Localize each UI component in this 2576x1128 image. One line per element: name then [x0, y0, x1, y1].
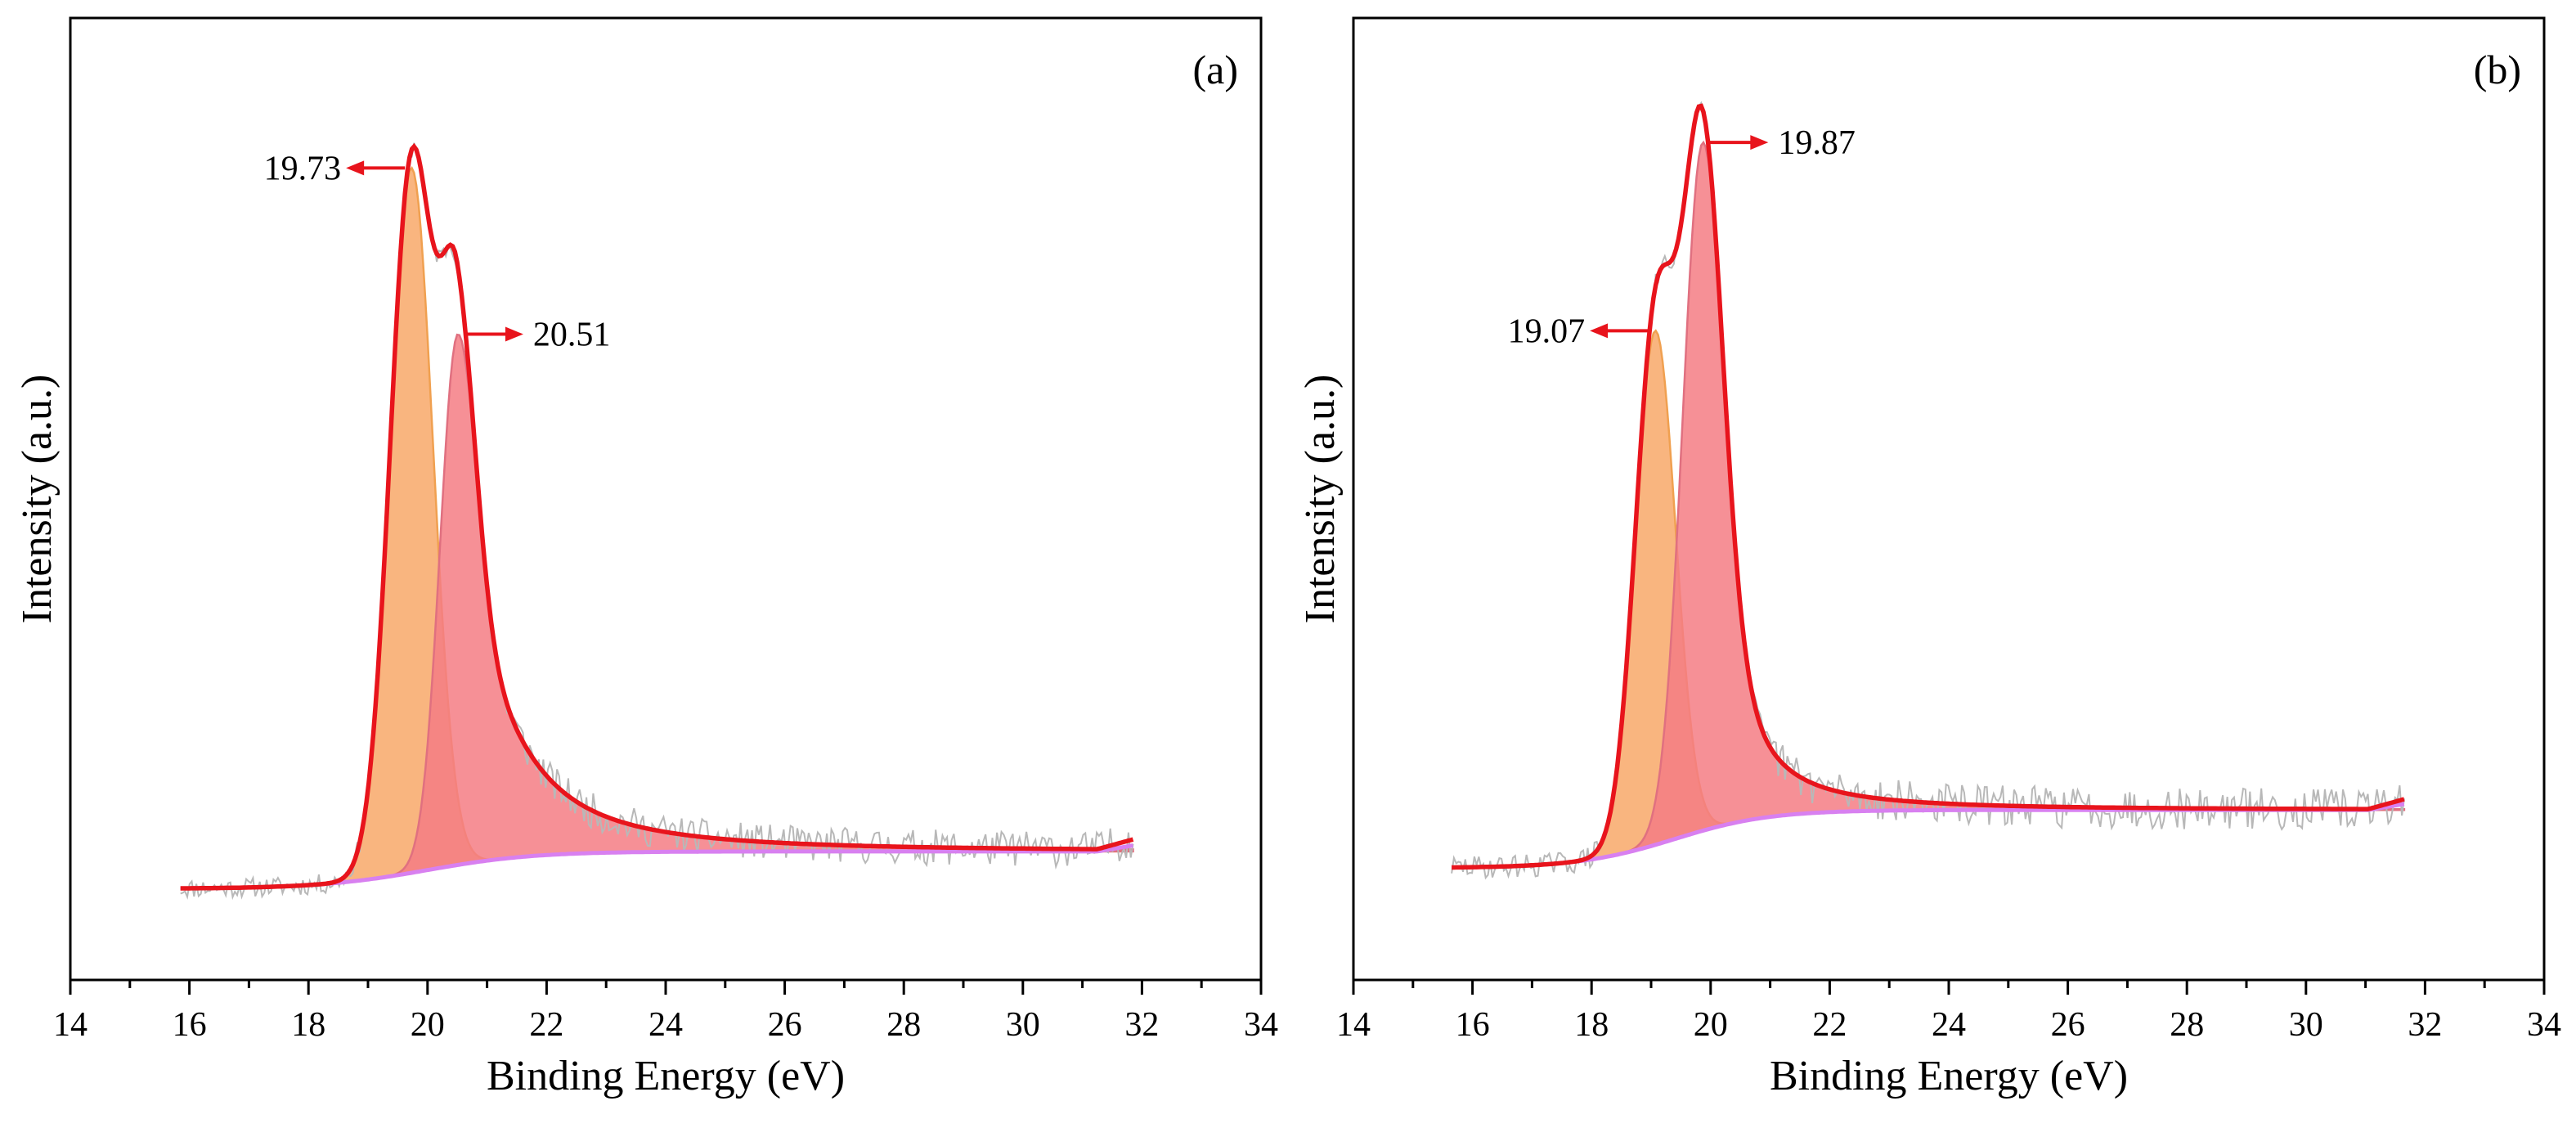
x-tick-label: 18	[291, 1006, 325, 1044]
panel-label: (b)	[2474, 47, 2521, 92]
annotation-arrow-head	[1590, 323, 1609, 339]
x-tick-label: 32	[1124, 1006, 1159, 1044]
envelope-line	[180, 142, 1134, 891]
annotation-arrow-head	[346, 160, 365, 176]
x-tick-label: 28	[886, 1006, 921, 1044]
x-tick-label: 22	[1812, 1006, 1847, 1044]
annotation-arrow-head	[505, 326, 523, 342]
y-axis-title: Intensity (a.u.)	[14, 375, 61, 624]
y-axis-title: Intensity (a.u.)	[1297, 375, 1344, 624]
panel-label: (a)	[1193, 47, 1239, 92]
x-tick-label: 14	[1336, 1006, 1371, 1044]
plot-frame	[1352, 16, 2546, 982]
x-tick-label: 20	[1694, 1006, 1728, 1044]
x-tick-label: 34	[2527, 1006, 2561, 1044]
raw-data-line	[180, 142, 1134, 901]
component-peak-20.51	[180, 333, 1134, 890]
component-peak-19.87	[1452, 140, 2406, 869]
annotation-arrow-head	[1750, 135, 1769, 151]
x-tick-label: 18	[1574, 1006, 1609, 1044]
x-tick-label: 24	[1932, 1006, 1966, 1044]
x-tick-label: 16	[1456, 1006, 1490, 1044]
x-tick-label: 14	[53, 1006, 88, 1044]
chart-panel-b: 14 16 18 20 22 24 26 28 30 32 34 Binding Energy (eV…	[1297, 16, 2561, 1099]
x-tick-label: 20	[411, 1006, 445, 1044]
peak-annotation-19.87: 19.87	[1709, 124, 1856, 162]
component-peak-19.07	[1452, 329, 2404, 869]
peak-value-label: 19.87	[1778, 124, 1856, 162]
peak-value-label: 19.07	[1508, 312, 1586, 350]
background-line	[1452, 802, 2405, 870]
x-tick-label: 24	[648, 1006, 683, 1044]
x-tick-label: 26	[2051, 1006, 2085, 1044]
peak-annotation-20.51: 20.51	[464, 317, 611, 354]
peak-annotation-19.07: 19.07	[1508, 312, 1649, 350]
x-tick-label: 30	[2289, 1006, 2323, 1044]
component-peak-19.73	[180, 165, 1133, 890]
chart-panel-a: 14 16 18 20 22 24 26 28 30 32 34 Binding Energy (eV…	[14, 16, 1278, 1099]
x-tick-label: 34	[1244, 1006, 1278, 1044]
raw-data-line	[1451, 101, 2405, 880]
peak-value-label: 19.73	[264, 150, 342, 187]
x-tick-label: 22	[529, 1006, 563, 1044]
envelope-line	[1452, 103, 2405, 870]
peak-value-label: 20.51	[533, 317, 611, 354]
x-tick-label: 16	[173, 1006, 207, 1044]
x-axis-title: Binding Energy (eV)	[1770, 1053, 2128, 1099]
x-tick-label: 30	[1006, 1006, 1040, 1044]
x-tick-label: 28	[2170, 1006, 2204, 1044]
x-axis-title: Binding Energy (eV)	[487, 1053, 845, 1099]
peak-annotation-19.73: 19.73	[264, 150, 406, 187]
x-tick-label: 32	[2408, 1006, 2442, 1044]
x-tick-label: 26	[768, 1006, 802, 1044]
